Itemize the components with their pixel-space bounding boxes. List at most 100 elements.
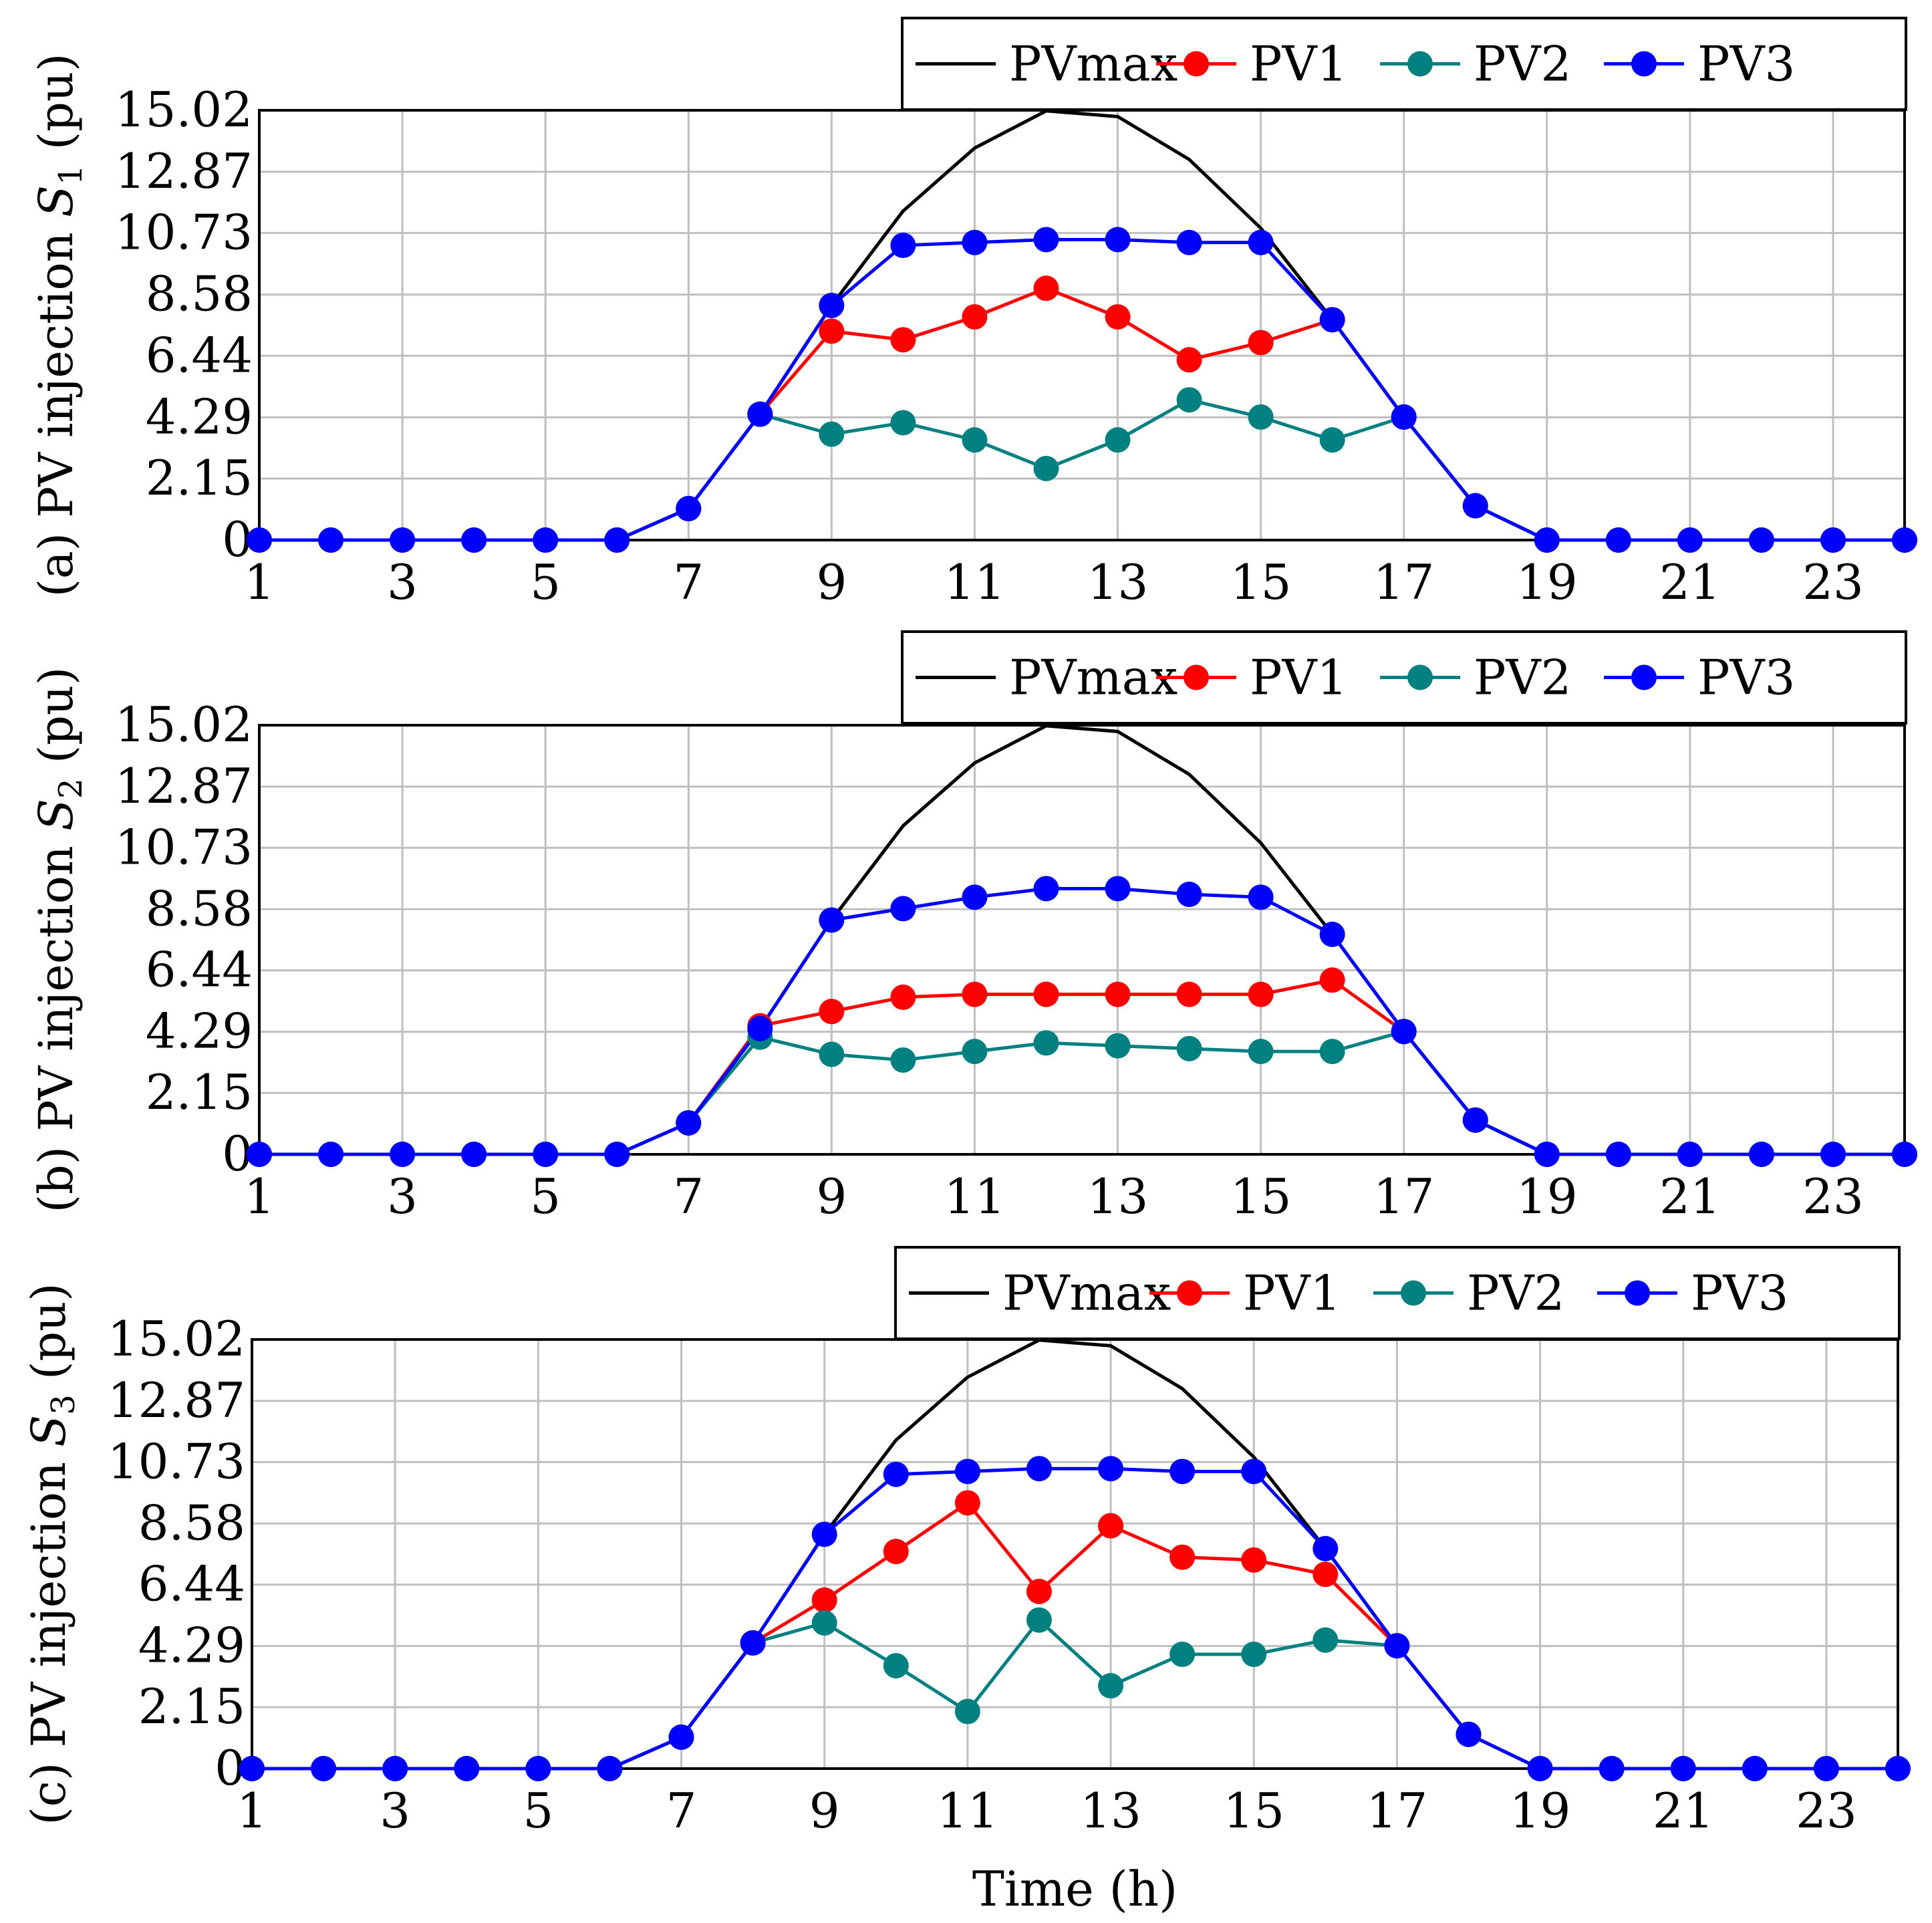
x-tick-label: 9	[809, 1783, 840, 1839]
data-point-pv1	[1169, 1544, 1196, 1570]
x-tick-label: 17	[1367, 1783, 1428, 1839]
legend-label-pvmax: PVmax	[1002, 1265, 1171, 1321]
x-tick-label: 11	[944, 1168, 1006, 1225]
data-point-pv3	[676, 1110, 702, 1136]
y-tick-label: 4.29	[146, 388, 253, 444]
y-tick-label: 12.87	[115, 758, 253, 814]
data-point-pv1	[1105, 981, 1131, 1007]
data-point-pv3	[1892, 1142, 1917, 1167]
legend-marker-pv2	[1401, 1280, 1426, 1306]
data-point-pv2	[954, 1698, 980, 1724]
data-point-pv3	[1319, 307, 1345, 333]
data-point-pv1	[962, 981, 988, 1007]
y-axis-label-subscript: 2	[52, 778, 90, 799]
legend-marker-pv1	[1184, 664, 1209, 690]
x-tick-label: 1	[244, 1168, 275, 1225]
data-point-pv3	[533, 1142, 559, 1167]
data-point-pv1	[1033, 981, 1059, 1007]
chart-panel: 1 3 5 7 9 11 13 15 17 19 21 2302.154.296.448.5810.7…	[21, 1246, 1911, 1917]
panels: 1 3 5 7 9 11 13 15 17 19 21 2302.154.296.448.5810.7…	[21, 17, 1917, 1917]
y-tick-label: 8.58	[146, 880, 253, 936]
legend-label-pv2: PV2	[1474, 36, 1571, 92]
data-point-pv3	[461, 1142, 487, 1167]
series-group	[247, 724, 1917, 1167]
y-axis-label-text: (b) PV injection	[29, 831, 84, 1212]
y-axis-label: (b) PV injection S2 (pu)	[29, 667, 90, 1213]
x-tick-label: 5	[530, 554, 561, 610]
x-tick-label: 7	[666, 1783, 697, 1839]
data-point-pv2	[890, 1047, 916, 1073]
legend-label-pv2: PV2	[1467, 1265, 1564, 1321]
x-tick-label: 13	[1087, 554, 1149, 610]
data-point-pv3	[247, 1142, 272, 1167]
x-tick-label: 15	[1230, 1168, 1292, 1225]
data-point-pv2	[890, 410, 916, 436]
y-tick-label: 2.15	[138, 1678, 245, 1735]
legend-label-pv2: PV2	[1474, 650, 1571, 706]
data-point-pv1	[811, 1587, 837, 1613]
x-tick-label: 21	[1659, 554, 1721, 610]
y-tick-label: 10.73	[108, 1433, 245, 1489]
data-point-pv2	[962, 427, 988, 453]
legend-label-pv3: PV3	[1691, 1265, 1788, 1321]
data-point-pv3	[1748, 1142, 1774, 1167]
data-point-pv3	[883, 1461, 909, 1487]
x-tick-label: 5	[530, 1168, 561, 1225]
data-point-pv3	[311, 1756, 337, 1781]
data-point-pv3	[1677, 527, 1703, 553]
legend-label-pv1: PV1	[1250, 650, 1347, 706]
y-axis-label-text: (a) PV injection	[29, 217, 84, 597]
data-point-pv2	[811, 1610, 837, 1636]
legend-marker-pv3	[1625, 1280, 1650, 1306]
x-tick-label: 19	[1516, 554, 1578, 610]
legend-marker-pv3	[1631, 51, 1657, 77]
data-point-pv3	[525, 1756, 551, 1781]
x-tick-label: 7	[673, 554, 704, 610]
data-point-pv3	[1391, 1019, 1417, 1045]
data-point-pv1	[954, 1490, 980, 1516]
data-point-pv3	[668, 1724, 694, 1750]
x-tick-label: 23	[1802, 1168, 1864, 1225]
legend-label-pv3: PV3	[1697, 650, 1795, 706]
data-point-pv3	[239, 1756, 265, 1781]
legend: PVmax PV1 PV2 PV3	[901, 630, 1907, 725]
data-point-pv2	[1098, 1673, 1124, 1699]
series-markers-pv3	[239, 1456, 1911, 1781]
data-point-pv3	[1033, 227, 1059, 253]
legend-label-pv3: PV3	[1697, 36, 1795, 92]
legend-marker-pv2	[1407, 51, 1433, 77]
x-tick-label: 9	[816, 1168, 847, 1225]
data-point-pv1	[1026, 1578, 1052, 1604]
data-point-pv3	[247, 527, 272, 553]
x-tick-label: 3	[380, 1783, 410, 1839]
data-point-pv3	[1313, 1535, 1339, 1561]
data-point-pv3	[1456, 1721, 1482, 1747]
x-tick-label: 11	[937, 1783, 998, 1839]
y-tick-label: 4.29	[138, 1618, 245, 1674]
data-point-pv2	[1033, 1030, 1059, 1056]
x-tick-label: 15	[1230, 554, 1292, 610]
y-tick-label: 8.58	[146, 266, 253, 322]
y-tick-label: 6.44	[146, 942, 253, 998]
x-tick-label: 5	[523, 1783, 553, 1839]
series-markers-pv3	[247, 876, 1917, 1167]
data-point-pv2	[1319, 427, 1345, 453]
data-point-pv3	[1098, 1456, 1124, 1482]
data-point-pv1	[962, 304, 988, 330]
data-point-pv2	[1105, 427, 1131, 453]
legend-marker-pv3	[1631, 664, 1657, 690]
data-point-pv3	[1820, 1142, 1846, 1167]
data-point-pv3	[819, 907, 845, 933]
data-point-pv3	[1820, 527, 1846, 553]
x-axis-label: Time (h)	[972, 1861, 1178, 1917]
data-point-pv1	[1033, 275, 1059, 301]
data-point-pv3	[604, 527, 630, 553]
data-point-pv3	[962, 884, 988, 910]
y-tick-label: 12.87	[115, 143, 253, 199]
data-point-pv3	[1605, 527, 1631, 553]
data-point-pv3	[1033, 876, 1059, 902]
y-axis-label-symbol: S	[29, 799, 84, 831]
data-point-pv3	[1105, 227, 1131, 253]
